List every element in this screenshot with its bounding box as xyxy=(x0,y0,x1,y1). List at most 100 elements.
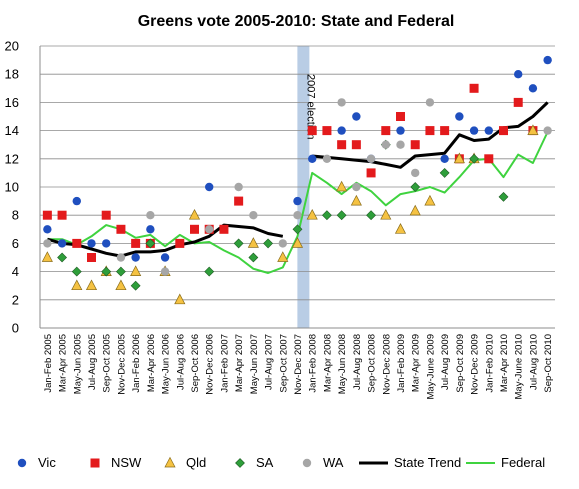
point-qld xyxy=(41,251,53,262)
point-vic xyxy=(543,55,552,65)
x-tick-label: Jan-Feb 2006 xyxy=(131,334,142,393)
x-tick-label: May-Jun 2008 xyxy=(337,334,348,394)
x-tick-label: Sep-Oct 2008 xyxy=(367,334,378,393)
point-nsw xyxy=(57,210,67,220)
point-sa xyxy=(263,238,273,249)
y-tick-label: 18 xyxy=(5,67,19,82)
point-sa xyxy=(248,252,259,263)
point-sa xyxy=(101,266,112,277)
point-sa xyxy=(233,238,244,249)
point-vic xyxy=(146,225,155,234)
point-qld xyxy=(424,194,436,206)
point-nsw xyxy=(351,140,361,150)
point-qld xyxy=(130,265,142,276)
x-tick-label: Mar-Apr 2010 xyxy=(499,334,510,392)
point-vic xyxy=(57,239,67,248)
series-line-state-trend xyxy=(312,101,549,169)
point-nsw xyxy=(322,126,332,136)
x-tick-label: Jul-Aug 2005 xyxy=(87,334,98,390)
point-wa xyxy=(322,154,332,163)
point-nsw xyxy=(499,126,508,136)
point-vic xyxy=(102,239,111,248)
point-sa xyxy=(322,210,332,221)
x-tick-label: Jul-Aug 2009 xyxy=(440,334,451,390)
x-tick-label: May-June 2010 xyxy=(514,334,525,399)
point-qld xyxy=(247,237,259,248)
x-tick-label: Sep-Oct 2005 xyxy=(102,334,113,393)
point-wa xyxy=(352,182,361,192)
legend-swatch-nsw xyxy=(90,458,100,468)
point-vic xyxy=(440,154,449,163)
point-nsw xyxy=(484,154,494,164)
point-vic xyxy=(469,126,479,135)
point-vic xyxy=(528,84,538,93)
point-nsw xyxy=(87,253,96,262)
y-tick-label: 16 xyxy=(5,95,19,110)
point-qld xyxy=(350,194,362,206)
x-tick-label: Mar-Apr 2009 xyxy=(411,334,422,392)
x-tick-label: Nov-Dec 2006 xyxy=(205,334,216,395)
point-sa xyxy=(116,266,126,277)
x-tick-label: Sep-Oct 2006 xyxy=(190,334,201,393)
point-sa xyxy=(130,280,141,291)
point-nsw xyxy=(116,224,126,234)
point-qld xyxy=(409,204,421,216)
legend-swatch-vic xyxy=(17,458,27,468)
x-tick-label: Sep-Oct 2010 xyxy=(543,334,554,393)
point-sa xyxy=(336,210,347,221)
point-sa xyxy=(204,266,215,277)
point-sa xyxy=(410,182,421,192)
point-nsw xyxy=(101,210,111,220)
x-tick-label: Nov-Dec 2009 xyxy=(470,334,481,395)
point-wa xyxy=(249,211,258,220)
x-tick-label: Mar-Apr 2006 xyxy=(146,334,157,392)
point-nsw xyxy=(234,196,244,206)
point-vic xyxy=(160,253,170,262)
point-wa xyxy=(234,182,243,192)
x-tick-label: Jul-Aug 2007 xyxy=(264,334,275,390)
point-qld xyxy=(527,124,539,135)
point-sa xyxy=(57,252,67,263)
point-qld xyxy=(306,208,318,220)
point-nsw xyxy=(425,126,435,136)
election-annotation: 2007 election xyxy=(304,74,316,139)
point-qld xyxy=(188,208,201,220)
legend-label-sa: SA xyxy=(256,455,274,470)
point-wa xyxy=(146,211,155,220)
point-wa xyxy=(278,239,287,248)
point-qld xyxy=(336,180,348,192)
point-nsw xyxy=(190,224,199,234)
point-nsw xyxy=(513,97,523,107)
point-wa xyxy=(205,225,214,234)
series-line-state-trend xyxy=(46,223,284,258)
point-vic xyxy=(308,154,317,163)
point-sa xyxy=(439,167,450,178)
point-vic xyxy=(205,182,214,192)
point-wa xyxy=(116,253,126,262)
point-wa xyxy=(160,267,170,276)
legend-swatch-qld xyxy=(164,456,176,468)
point-vic xyxy=(87,239,96,248)
point-nsw xyxy=(307,126,317,136)
x-tick-label: Nov-Dec 2007 xyxy=(293,334,304,395)
legend-swatch-sa xyxy=(235,458,245,468)
point-vic xyxy=(293,196,302,206)
point-nsw xyxy=(72,238,82,248)
y-tick-label: 20 xyxy=(5,39,19,54)
y-tick-label: 2 xyxy=(12,292,19,307)
point-sa xyxy=(498,191,509,202)
series-line-federal xyxy=(47,131,549,274)
x-tick-label: Jul-Aug 2008 xyxy=(352,334,363,390)
point-wa xyxy=(337,98,346,107)
point-vic xyxy=(455,112,464,121)
x-tick-label: May-Jun 2005 xyxy=(72,334,83,394)
x-tick-label: Jan-Feb 2007 xyxy=(219,334,230,393)
point-wa xyxy=(396,140,405,149)
point-qld xyxy=(453,152,465,164)
point-qld xyxy=(394,223,407,234)
point-qld xyxy=(115,279,127,291)
point-nsw xyxy=(337,140,347,150)
x-tick-label: Mar-Apr 2007 xyxy=(234,334,245,392)
point-wa xyxy=(425,98,435,107)
